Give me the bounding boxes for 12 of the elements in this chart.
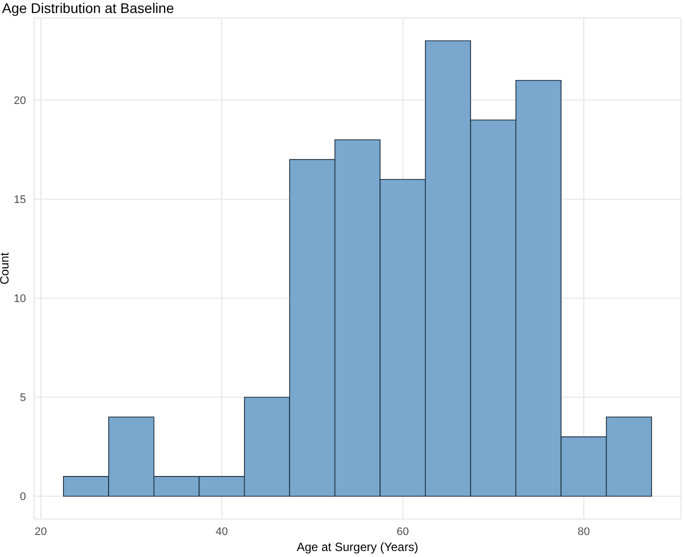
x-tick-label: 60: [396, 526, 409, 538]
y-axis-title: Count: [0, 252, 12, 285]
y-tick-label: 0: [20, 491, 26, 504]
y-tick-label: 10: [14, 293, 26, 306]
y-tick-label: 5: [20, 392, 26, 404]
x-tick-label: 20: [34, 526, 47, 538]
x-axis-title: Age at Surgery (Years): [296, 540, 418, 554]
x-tick-label: 80: [578, 526, 590, 538]
y-tick-label: 20: [14, 95, 26, 108]
x-tick-label: 40: [216, 526, 228, 538]
y-tick-label: 15: [14, 194, 26, 206]
chart-title: Age Distribution at Baseline: [2, 0, 174, 16]
